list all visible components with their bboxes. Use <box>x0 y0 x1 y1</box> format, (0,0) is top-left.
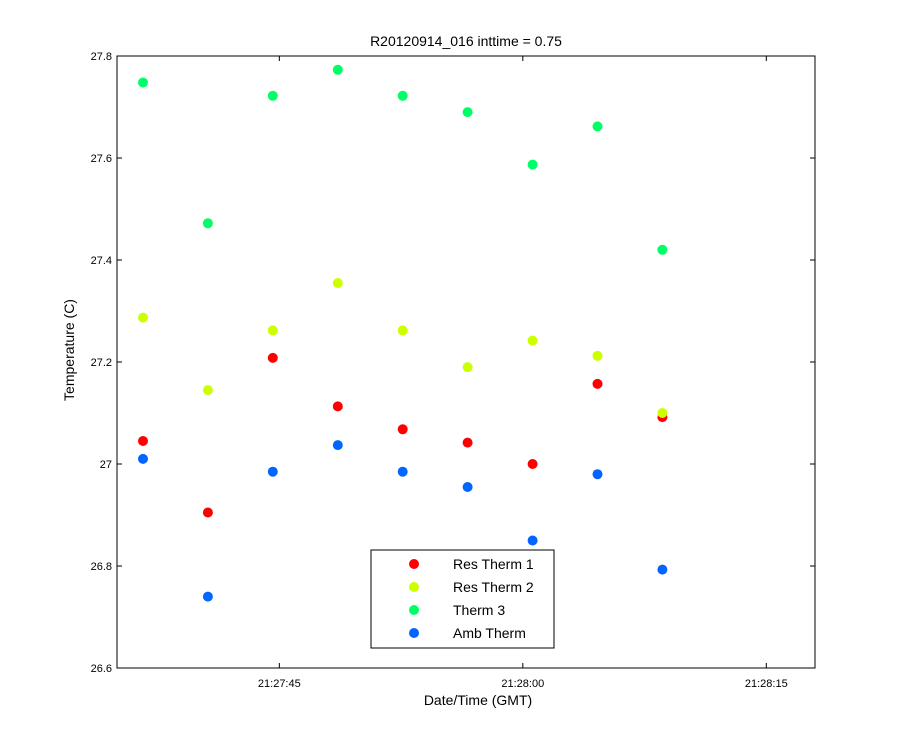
point-therm-3 <box>138 77 148 88</box>
point-amb-therm <box>202 591 213 602</box>
y-tick-label: 27.6 <box>91 153 112 165</box>
chart-title: R20120914_016 inttime = 0.75 <box>370 33 562 49</box>
point-therm-3 <box>267 90 278 101</box>
legend-label: Res Therm 1 <box>453 556 534 572</box>
point-res-therm-2 <box>462 362 473 373</box>
point-res-therm-2 <box>202 385 213 396</box>
point-res-therm-1 <box>592 378 603 389</box>
point-amb-therm <box>138 453 148 464</box>
data-points <box>138 64 668 602</box>
legend-label: Res Therm 2 <box>453 579 534 595</box>
point-therm-3 <box>332 64 343 75</box>
point-res-therm-1 <box>138 436 148 446</box>
point-amb-therm <box>397 466 408 477</box>
point-res-therm-1 <box>462 437 473 448</box>
point-res-therm-2 <box>267 325 278 336</box>
x-axis-title: Date/Time (GMT) <box>424 692 532 708</box>
y-tick-label: 27.2 <box>91 357 112 369</box>
point-therm-3 <box>202 218 213 229</box>
y-tick-label: 26.8 <box>91 561 112 573</box>
legend-box <box>370 549 555 649</box>
point-res-therm-2 <box>138 312 148 323</box>
y-axis: 26.6 26.8 27 27.2 27.4 27.6 27.8 <box>91 51 815 675</box>
legend-label: Amb Therm <box>453 625 526 641</box>
y-tick-label: 26.6 <box>91 663 112 675</box>
legend-marker <box>409 559 419 569</box>
point-res-therm-2 <box>332 278 343 288</box>
point-res-therm-2 <box>592 350 603 361</box>
legend: Res Therm 1 Res Therm 2 Therm 3 Amb Therm <box>370 549 555 649</box>
point-res-therm-2 <box>527 335 538 346</box>
point-amb-therm <box>332 440 343 451</box>
y-tick-label: 27.4 <box>91 255 112 267</box>
point-res-therm-1 <box>527 459 538 469</box>
point-therm-3 <box>657 244 668 255</box>
point-res-therm-1 <box>332 401 343 412</box>
point-therm-3 <box>462 107 473 118</box>
point-amb-therm <box>592 469 603 480</box>
y-tick-label: 27.8 <box>91 51 112 63</box>
point-therm-3 <box>527 159 538 170</box>
x-tick-label: 21:28:00 <box>501 678 544 690</box>
y-axis-title: Temperature (C) <box>61 299 77 401</box>
x-axis: 21:27:45 21:28:00 21:28:15 <box>258 56 788 690</box>
point-amb-therm <box>527 535 538 546</box>
point-amb-therm <box>657 564 668 575</box>
point-amb-therm <box>462 482 473 492</box>
x-tick-label: 21:28:15 <box>745 678 788 690</box>
point-res-therm-1 <box>397 424 408 435</box>
x-tick-label: 21:27:45 <box>258 678 301 690</box>
point-res-therm-2 <box>657 408 668 418</box>
legend-label: Therm 3 <box>453 602 505 618</box>
point-amb-therm <box>267 466 278 477</box>
point-res-therm-1 <box>202 507 213 518</box>
y-tick-label: 27 <box>100 459 112 471</box>
legend-marker <box>409 605 419 615</box>
legend-marker <box>409 628 419 638</box>
legend-marker <box>409 582 419 592</box>
point-res-therm-1 <box>267 352 278 363</box>
point-therm-3 <box>592 121 603 132</box>
point-therm-3 <box>397 90 408 101</box>
point-res-therm-2 <box>397 325 408 336</box>
